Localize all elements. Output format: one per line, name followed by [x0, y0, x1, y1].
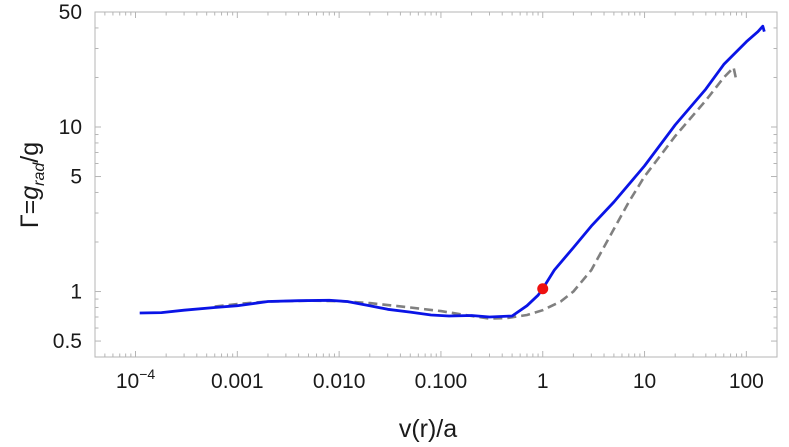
x-tick-label: 0.010 — [313, 370, 366, 393]
y-axis-title: Γ=grad/g — [16, 142, 48, 228]
y-tick-label: 50 — [59, 1, 82, 24]
ticks-layer — [94, 11, 778, 358]
x-tick-label: 10 — [633, 370, 656, 393]
series-solid-line — [139, 24, 766, 319]
x-tick-label: 100 — [729, 370, 764, 393]
y-tick-label: 1 — [70, 281, 82, 304]
plot-frame — [94, 11, 778, 358]
series-dashed-line — [214, 64, 738, 320]
x-axis-title: v(r)/a — [399, 415, 457, 443]
x-tick-label: 0.001 — [211, 370, 264, 393]
x-tick-label: 0.100 — [415, 370, 468, 393]
y-tick-label: 5 — [70, 166, 82, 189]
x-tick-label: 1 — [537, 370, 549, 393]
x-tick-label: 10−4 — [116, 366, 156, 393]
tick-labels: 10−4 0.001 0.010 0.100 1 10 100 0.5 1 5 10 50 — [53, 1, 764, 393]
y-tick-label: 10 — [59, 116, 82, 139]
y-tick-label: 0.5 — [53, 330, 82, 353]
highlight-point — [537, 283, 549, 295]
